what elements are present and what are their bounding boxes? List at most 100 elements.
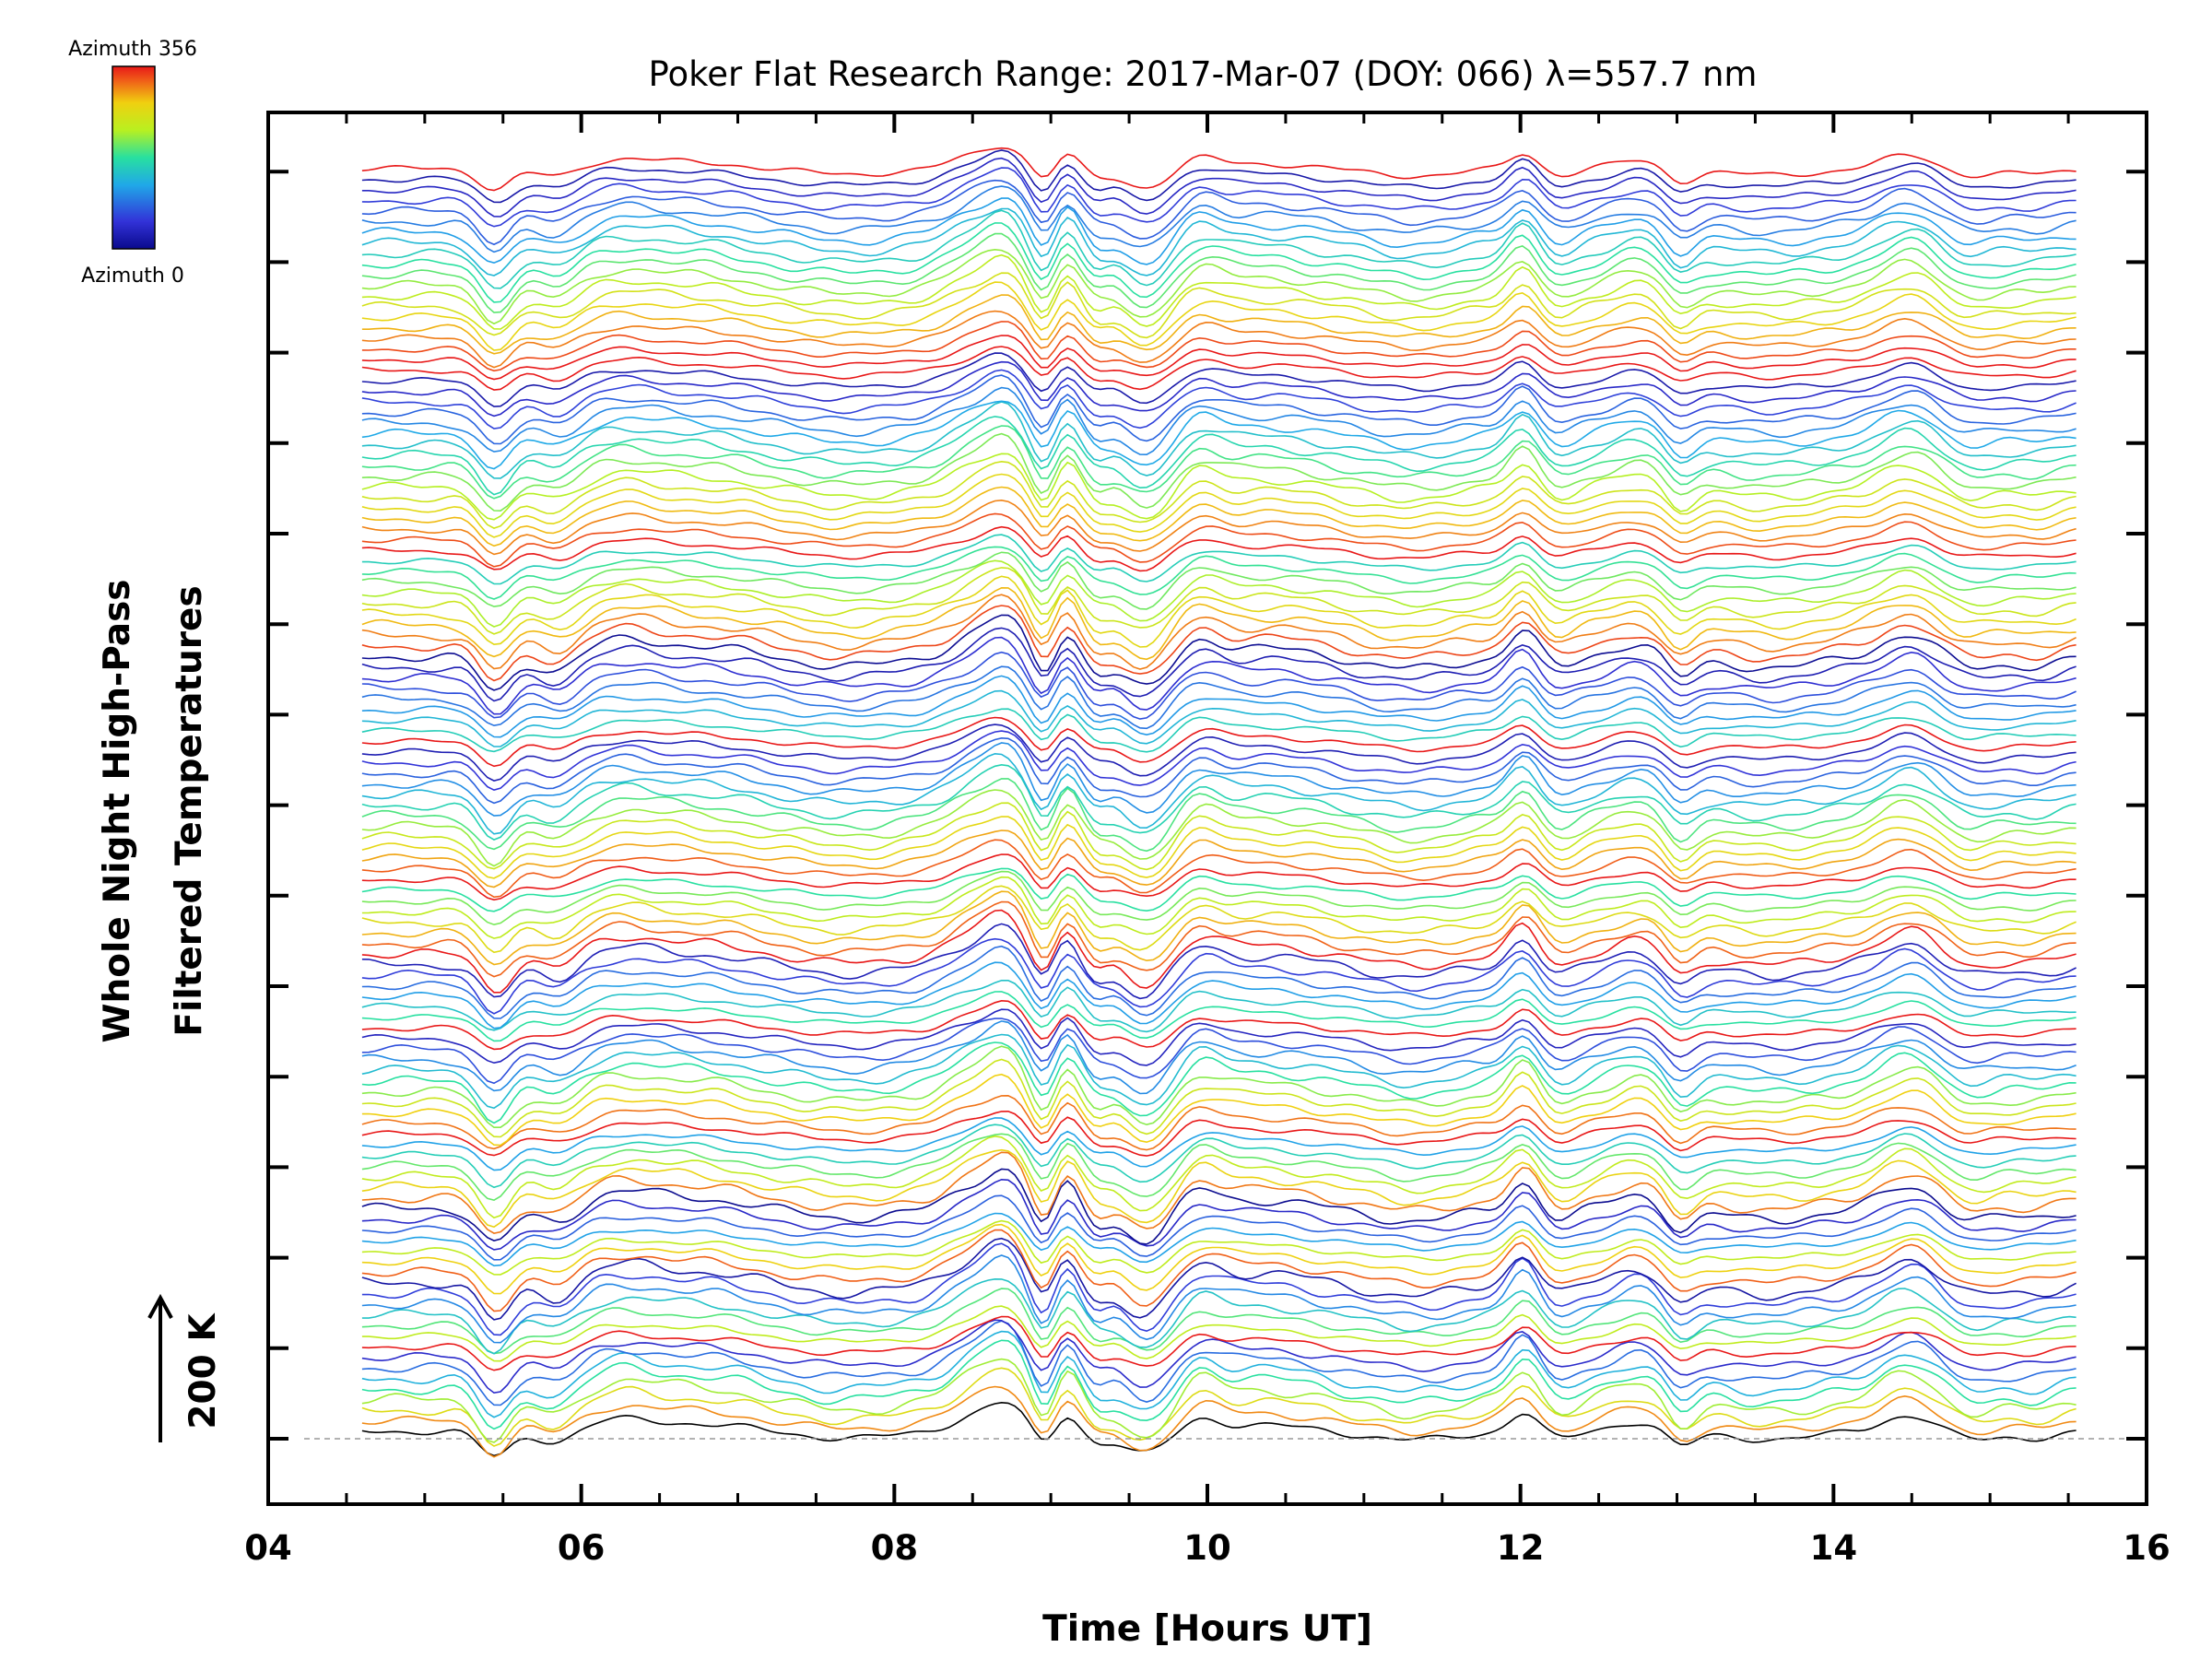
series-line — [361, 1178, 2077, 1251]
series-line — [361, 853, 2077, 901]
series-line — [361, 232, 2077, 313]
series-line — [361, 1219, 2077, 1276]
series-line — [361, 1117, 2077, 1171]
series-line — [361, 400, 2077, 470]
series-line — [361, 1110, 2077, 1157]
series-line — [361, 147, 2077, 192]
series-line — [361, 149, 2077, 204]
series-line — [361, 991, 2077, 1042]
series-line — [361, 665, 2077, 730]
series-line — [361, 885, 2077, 954]
series-line — [361, 179, 2077, 246]
series-line — [361, 1242, 2077, 1336]
series-line — [361, 605, 2077, 682]
series-line — [361, 167, 2077, 228]
series-line — [361, 460, 2077, 529]
series-line — [361, 1305, 2077, 1362]
x-tick-label: 12 — [1497, 1528, 1545, 1568]
series-line — [361, 486, 2077, 547]
series-line — [361, 752, 2077, 835]
series-line — [361, 839, 2077, 899]
series-line — [361, 724, 2077, 782]
series-line — [361, 346, 2077, 391]
series-line — [361, 909, 2077, 994]
series-line — [361, 321, 2077, 372]
series-line — [361, 870, 2077, 926]
series-line — [361, 248, 2077, 325]
series-line — [361, 551, 2077, 610]
series-line — [361, 1045, 2077, 1128]
series-line — [361, 1315, 2077, 1371]
series-line — [361, 473, 2077, 538]
series-line — [361, 1385, 2077, 1458]
series-line — [361, 627, 2077, 702]
series-line — [361, 1124, 2077, 1189]
series-line — [361, 1018, 2077, 1085]
series-line — [361, 1277, 2077, 1355]
series-line — [361, 1223, 2077, 1295]
series-line — [361, 830, 2077, 888]
series-line — [361, 1358, 2077, 1443]
y-axis-ticks — [268, 170, 2147, 1441]
series-line — [361, 1339, 2077, 1430]
series-line — [361, 360, 2077, 418]
series-line — [361, 1168, 2077, 1245]
series-line — [361, 999, 2077, 1051]
series-line — [361, 937, 2077, 1015]
series-line — [361, 1237, 2077, 1321]
x-tick-label: 06 — [558, 1528, 606, 1568]
series-line — [361, 294, 2077, 355]
series-line — [361, 778, 2077, 853]
series-line — [361, 730, 2077, 792]
series-line — [361, 708, 2077, 753]
scale-bar-arrowhead — [147, 1293, 173, 1319]
series-line — [361, 1135, 2077, 1219]
series-line — [361, 961, 2077, 1030]
x-tick-label: 10 — [1183, 1528, 1231, 1568]
series-line — [361, 1254, 2077, 1344]
series-line — [361, 1401, 2077, 1457]
series-line — [361, 651, 2077, 720]
series-line — [361, 310, 2077, 369]
series-line — [361, 453, 2077, 521]
series-line — [361, 1008, 2077, 1066]
series-line — [361, 512, 2077, 568]
series-line — [361, 1320, 2077, 1406]
series-line — [361, 923, 2077, 1000]
series-line — [361, 900, 2077, 978]
series-line — [361, 207, 2077, 276]
series-line — [361, 1073, 2077, 1147]
x-tick-label: 16 — [2123, 1528, 2171, 1568]
colorbar — [112, 65, 156, 250]
series-line — [361, 763, 2077, 841]
series-line — [361, 1133, 2077, 1202]
chart-title: Poker Flat Research Range: 2017-Mar-07 (… — [649, 54, 1758, 94]
series-line — [361, 1367, 2077, 1447]
series-line — [361, 1041, 2077, 1124]
series-line — [361, 614, 2077, 691]
series-line — [361, 742, 2077, 817]
series-line — [361, 945, 2077, 1019]
series-line — [361, 1229, 2077, 1312]
series-line — [361, 369, 2077, 429]
series-line — [361, 432, 2077, 512]
series-line — [361, 1330, 2077, 1418]
series-line — [361, 534, 2077, 585]
series-line — [361, 575, 2077, 648]
series-line — [361, 1288, 2077, 1355]
series-line — [361, 1212, 2077, 1267]
series-line — [361, 736, 2077, 805]
x-tick-label: 04 — [244, 1528, 292, 1568]
series-line — [361, 1148, 2077, 1229]
series-line — [361, 559, 2077, 628]
series-line — [361, 197, 2077, 265]
x-tick-label: 08 — [871, 1528, 919, 1568]
series-line — [361, 185, 2077, 253]
series-line — [361, 789, 2077, 867]
series-line — [361, 272, 2077, 339]
series-line — [361, 1094, 2077, 1151]
series-line — [361, 157, 2077, 218]
series-line — [361, 816, 2077, 879]
x-axis-label: Time [Hours UT] — [1042, 1608, 1372, 1650]
